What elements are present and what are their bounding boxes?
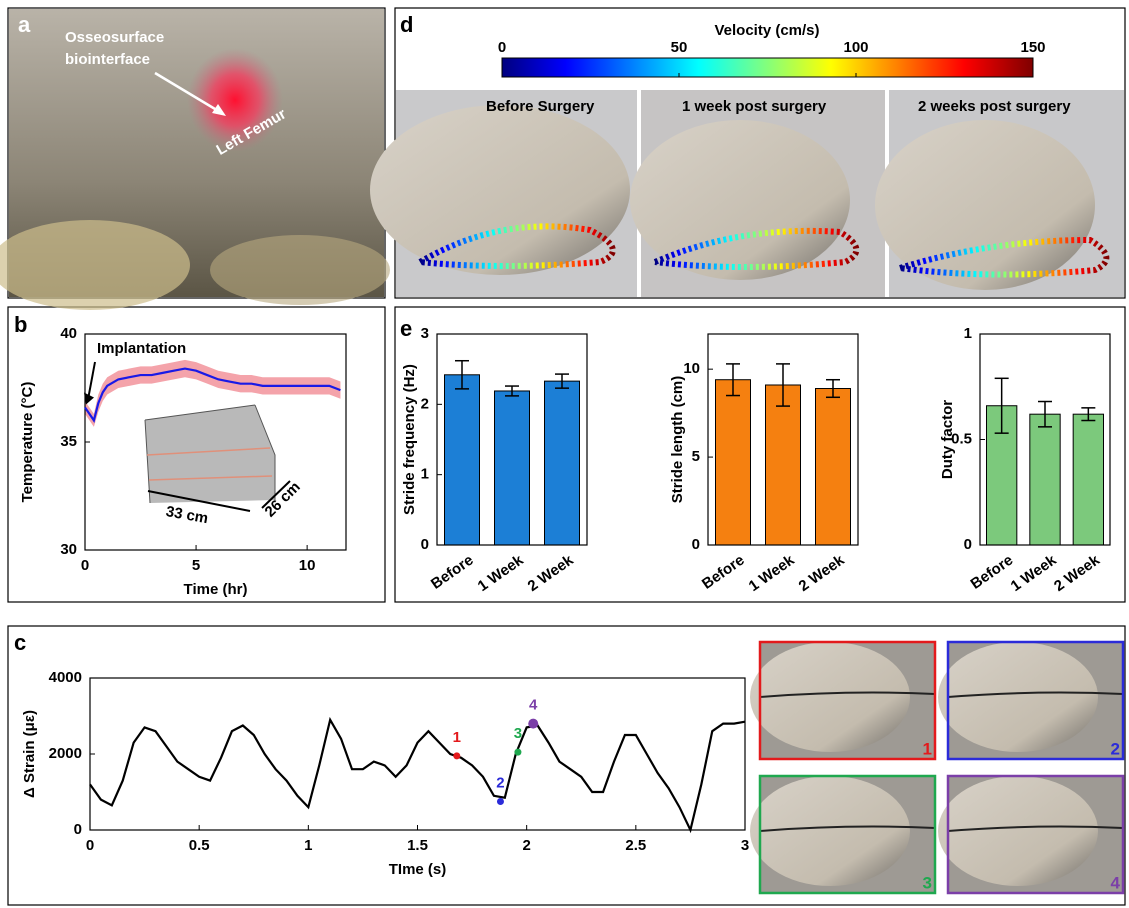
photo-strip (370, 90, 1124, 297)
x-tick-label: 5 (192, 557, 200, 574)
bedding (210, 235, 390, 305)
bar (445, 375, 480, 545)
bar (816, 389, 851, 545)
y-axis-label: Duty factor (939, 400, 956, 479)
marked-point (453, 752, 460, 759)
colorbar-tick-label: 150 (1020, 39, 1045, 56)
y-tick-label: 0 (692, 536, 700, 553)
y-axis-label: Temperature (°C) (19, 382, 36, 503)
x-tick-label: 1 Week (475, 551, 527, 595)
rat (938, 776, 1098, 886)
y-tick-label: 0 (421, 536, 429, 553)
x-tick-label: 1 (304, 837, 312, 854)
y-tick-label: 0 (964, 536, 972, 553)
colorbar-tick-label: 100 (843, 39, 868, 56)
x-tick-label: 3 (741, 837, 749, 854)
x-tick-label: Before (699, 552, 748, 593)
y-axis-label: Stride length (cm) (669, 376, 686, 504)
colorbar-tick-label: 50 (671, 39, 688, 56)
y-tick-label: 2000 (49, 745, 82, 762)
bar (1073, 414, 1103, 545)
panel-label: b (14, 312, 27, 337)
point-label: 3 (514, 725, 522, 742)
frame-label: 2 (1111, 739, 1120, 758)
x-tick-label: 0 (81, 557, 89, 574)
point-label: 2 (496, 774, 504, 791)
y-axis-label: Δ Strain (με) (21, 710, 38, 798)
bar (766, 385, 801, 545)
colorbar-title: Velocity (cm/s) (714, 22, 819, 39)
marked-point (528, 719, 538, 729)
marked-point (497, 798, 504, 805)
x-axis-label: Time (hr) (184, 581, 248, 598)
panel-label: e (400, 316, 412, 341)
x-tick-label: 1 Week (746, 551, 798, 595)
annotation: Implantation (97, 340, 186, 357)
bar (495, 391, 530, 545)
y-tick-label: 4000 (49, 669, 82, 686)
x-tick-label: 10 (299, 557, 316, 574)
y-tick-label: 5 (692, 448, 700, 465)
y-tick-label: 0 (74, 821, 82, 838)
annotation: biointerface (65, 51, 150, 68)
frame-label: 3 (923, 873, 932, 892)
y-tick-label: 2 (421, 395, 429, 412)
y-tick-label: 35 (60, 433, 77, 450)
marked-point (514, 749, 521, 756)
x-tick-label: 1.5 (407, 837, 428, 854)
annotation-arrow (88, 362, 95, 399)
rat (938, 642, 1098, 752)
x-tick-label: 2 Week (1051, 551, 1103, 595)
panel-label: a (18, 12, 31, 37)
colorbar (502, 58, 1033, 77)
x-tick-label: Before (968, 552, 1017, 593)
panel-label: c (14, 630, 26, 655)
x-tick-label: 2 (522, 837, 530, 854)
annotation: Osseosurface (65, 29, 164, 46)
bar (1030, 414, 1060, 545)
y-tick-label: 10 (683, 360, 700, 377)
rat (630, 120, 850, 280)
y-axis-label: Stride frequency (Hz) (401, 364, 418, 515)
bar (545, 381, 580, 545)
rat (750, 776, 910, 886)
x-tick-label: 2.5 (625, 837, 646, 854)
x-tick-label: 2 Week (525, 551, 577, 595)
inset-cage (145, 405, 290, 511)
rat (370, 105, 630, 275)
line (90, 720, 745, 830)
figure: a Osseosurface biointerface Left Femur b… (0, 0, 1129, 908)
y-tick-label: 1 (964, 325, 972, 342)
x-axis-label: TIme (s) (389, 861, 447, 878)
y-tick-label: 30 (60, 541, 77, 558)
frame-label: 4 (1111, 873, 1121, 892)
photo-caption: 1 week post surgery (682, 98, 827, 115)
photo-caption: Before Surgery (486, 98, 595, 115)
x-tick-label: 0.5 (189, 837, 210, 854)
frame-label: 1 (923, 739, 932, 758)
y-tick-label: 3 (421, 325, 429, 342)
point-label: 1 (453, 729, 461, 746)
point-label: 4 (529, 697, 538, 714)
y-tick-label: 40 (60, 325, 77, 342)
x-tick-label: 1 Week (1008, 551, 1060, 595)
inset-label: 33 cm (165, 503, 210, 527)
panel-label: d (400, 12, 413, 37)
rat (750, 642, 910, 752)
photo-caption: 2 weeks post surgery (918, 98, 1071, 115)
x-tick-label: 0 (86, 837, 94, 854)
x-tick-label: Before (428, 552, 477, 593)
y-tick-label: 1 (421, 466, 429, 483)
bar (716, 380, 751, 545)
x-tick-label: 2 Week (796, 551, 848, 595)
colorbar-tick-label: 0 (498, 39, 506, 56)
